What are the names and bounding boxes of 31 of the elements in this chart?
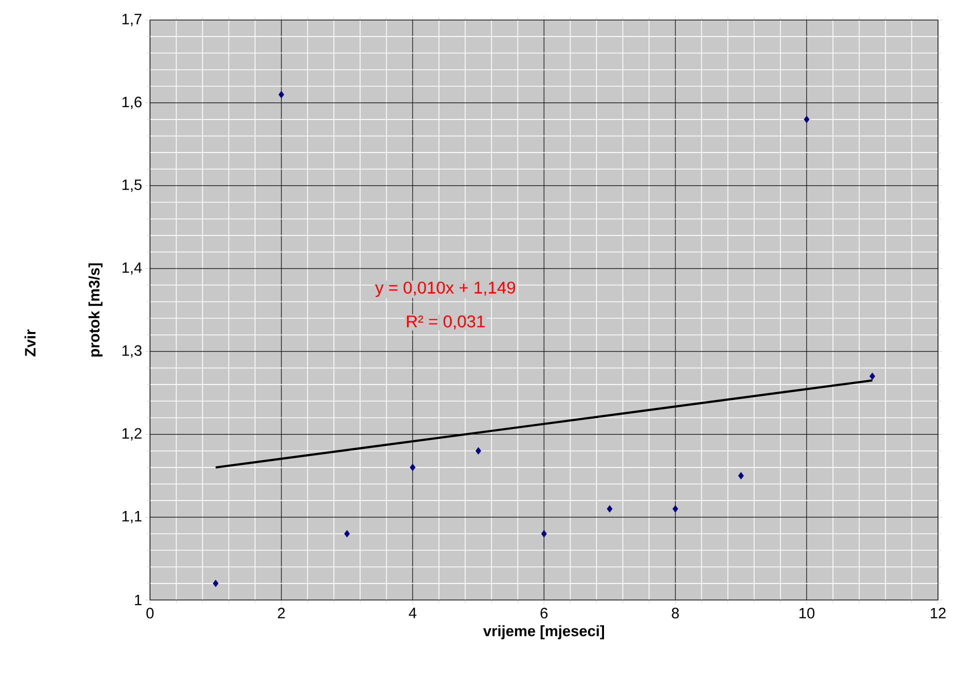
x-tick-label: 8 (672, 608, 679, 618)
point (278, 90, 284, 98)
point (672, 505, 678, 513)
y-tick-label: 1 (135, 594, 142, 606)
y-tick-label: 1,1 (122, 511, 142, 524)
y-tick-label: 1,2 (122, 428, 142, 440)
point (344, 530, 350, 538)
point (541, 530, 547, 538)
y-tick-label: 1,7 (122, 14, 142, 26)
x-tick-label: 10 (799, 608, 814, 618)
y-tick-label: 1,4 (122, 262, 142, 275)
x-axis-title: vrijeme [mjeseci] (483, 625, 604, 640)
x-tick-label: 0 (146, 608, 154, 618)
y-tick-label: 1,3 (122, 345, 142, 358)
y-tick-label: 1,5 (122, 180, 142, 192)
point (606, 505, 612, 513)
point (410, 464, 416, 472)
text: Zvir (24, 329, 36, 356)
point (738, 472, 744, 480)
annotation: R² = 0,031 (406, 315, 485, 330)
point (870, 372, 876, 380)
x-tick-label: 4 (408, 608, 416, 618)
x-tick-label: 12 (930, 608, 946, 618)
x-tick-label: 6 (540, 608, 548, 618)
y-axis-title: protok [m3/s] (88, 263, 102, 357)
x-tick-label: 2 (278, 608, 285, 618)
point (476, 447, 482, 455)
point (804, 116, 810, 124)
point (212, 580, 218, 588)
y-tick-label: 1,6 (122, 96, 142, 110)
annotation: y = 0,010x + 1,149 (375, 282, 516, 297)
